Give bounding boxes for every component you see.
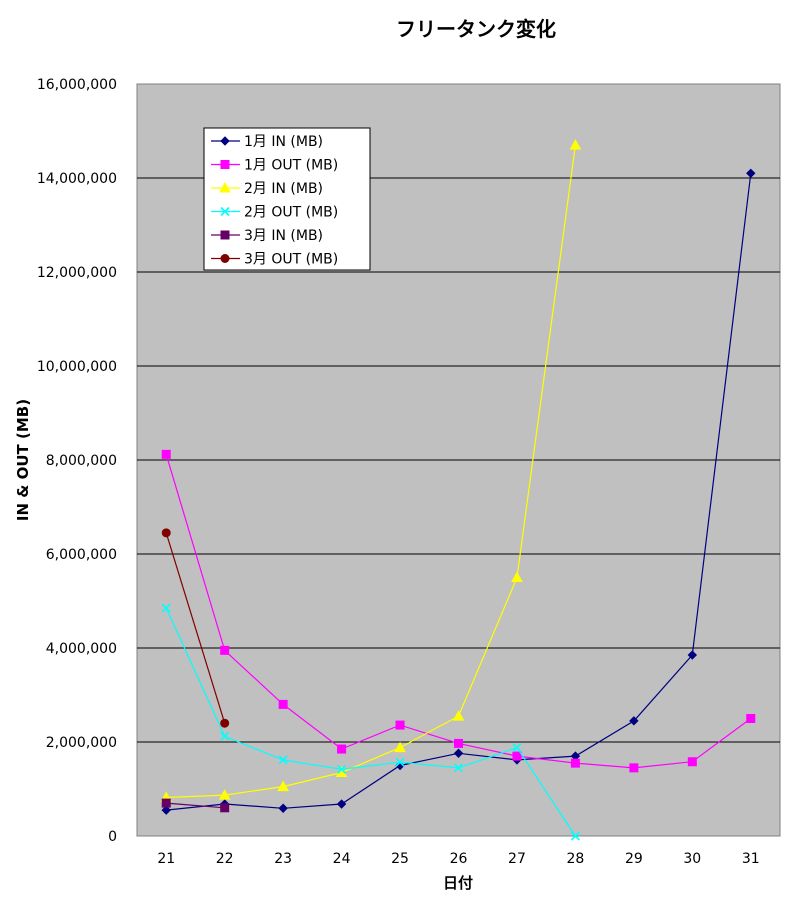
data-point [161,603,171,613]
data-point [511,571,523,582]
legend-item: 2月 IN (MB) [211,181,323,197]
series-line [165,607,576,837]
data-point [512,751,522,761]
legend-label: 1月 IN (MB) [244,134,323,150]
data-point [220,254,230,263]
y-tick-label: 0 [108,829,117,845]
x-tick-label: 26 [450,851,468,867]
x-axis-title: 日付 [443,874,473,892]
data-point [629,763,639,773]
legend-item: 1月 OUT (MB) [211,158,338,174]
data-point [687,650,698,660]
x-tick-label: 22 [216,851,234,867]
data-point [220,136,230,146]
series-1 [161,168,756,815]
y-tick-label: 2,000,000 [46,735,117,751]
data-point [512,743,522,753]
data-point [337,764,347,774]
data-point [452,710,465,721]
data-point [337,744,347,754]
data-point [453,763,464,773]
data-point [220,645,230,655]
chart-title: フリータンク変化 [396,17,556,41]
series-4 [161,603,580,841]
y-tick-label: 4,000,000 [46,641,117,657]
series-3 [160,139,582,802]
y-tick-label: 14,000,000 [37,171,117,187]
y-tick-label: 12,000,000 [37,265,117,281]
data-point [454,738,463,748]
legend-item: 3月 OUT (MB) [211,252,338,268]
legend: 1月 IN (MB) 1月 OUT (MB) 2月 IN (MB) 2月 OUT (M… [203,127,371,271]
data-point [220,731,230,741]
data-point [219,181,231,193]
series-line [166,802,225,809]
x-tick-label: 31 [742,851,760,867]
legend-label: 2月 IN (MB) [244,181,323,197]
legend-item: 2月 OUT (MB) [211,205,338,221]
x-tick-label: 28 [566,851,584,867]
data-point [746,168,756,179]
data-point [161,528,171,538]
series-line [165,532,226,724]
series-line [166,145,576,799]
x-tick-label: 25 [391,851,409,867]
data-point [278,755,288,765]
x-tick-label: 24 [333,851,351,867]
x-tick-label: 30 [683,851,701,867]
y-axis-title: IN & OUT (MB) [14,399,32,521]
series-lines [160,139,756,841]
data-point [220,803,230,813]
x-tick-label: 21 [157,851,175,867]
y-tick-labels: 0 2,000,000 4,000,000 6,000,000 8,000,000 10,… [37,77,117,845]
y-tick-label: 10,000,000 [37,359,117,375]
y-tick-label: 8,000,000 [46,453,117,469]
legend-label: 3月 IN (MB) [244,228,323,244]
legend-box [203,127,371,271]
x-tick-label: 27 [508,851,526,867]
data-point [570,758,580,768]
data-point [746,714,756,723]
data-point [453,748,464,758]
data-point [278,699,288,709]
data-point [161,798,171,808]
series-6 [161,528,230,728]
data-point [629,716,639,726]
data-point [277,780,289,792]
data-point [161,449,171,459]
gridlines [137,177,780,743]
x-tick-labels: 21 22 23 24 25 26 27 28 29 30 31 [157,851,759,867]
legend-item: 3月 IN (MB) [211,228,323,244]
legend-label: 1月 OUT (MB) [244,158,338,174]
x-tick-label: 29 [625,851,643,867]
y-tick-label: 6,000,000 [46,547,117,563]
data-point [394,741,406,753]
data-point [220,230,230,240]
data-point [278,803,288,813]
legend-label: 3月 OUT (MB) [244,252,338,268]
data-point [161,805,171,815]
legend-item: 1月 IN (MB) [211,134,323,150]
series-2 [161,449,756,773]
x-tick-label: 23 [274,851,292,867]
series-5 [161,798,230,813]
data-point [218,789,231,800]
data-point [336,799,347,809]
data-point [395,757,405,767]
data-point [569,139,582,150]
data-point [220,718,230,728]
data-point [220,206,230,217]
data-point [220,160,230,169]
legend-label: 2月 OUT (MB) [244,205,338,221]
y-tick-label: 16,000,000 [37,77,117,93]
data-point [687,757,697,767]
data-point [570,831,580,841]
data-point [395,720,405,730]
